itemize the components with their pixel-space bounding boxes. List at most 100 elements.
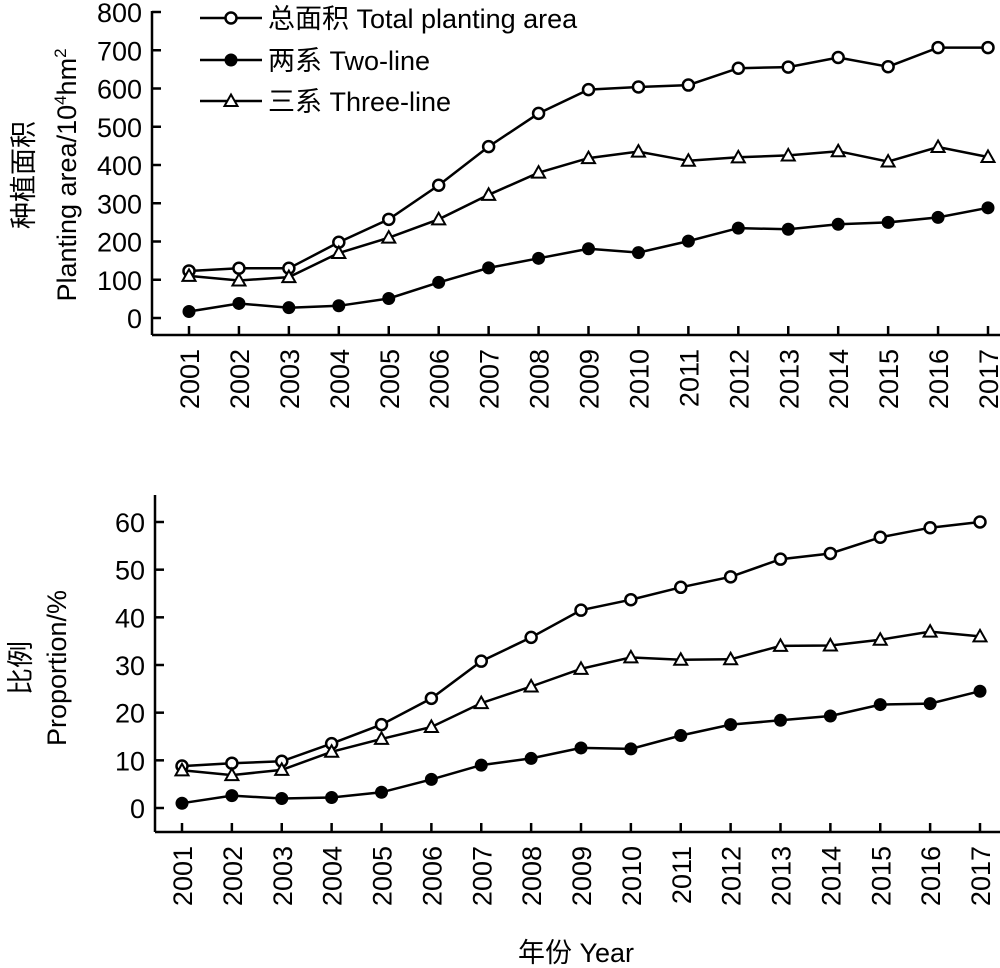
y-axis-title-zh: 比例 [6,641,36,695]
data-point-three-line [580,149,597,165]
x-tick-label: 2013 [774,349,804,409]
x-tick-label: 2010 [624,349,654,409]
x-tick-label: 2007 [467,846,497,906]
chart-planting-area: 0 100 200 300 400 500 600 700 800 2001 2002 2003 20… [9,0,1000,409]
data-point-total [981,40,995,55]
legend-marker-total [224,11,238,25]
data-point-three-line [373,730,390,745]
data-point-three-line [622,648,640,664]
x-tick-label: 2005 [375,349,405,409]
data-point-three-line [280,268,298,284]
data-point-three-line [230,271,248,287]
y-tick-label: 300 [97,189,142,219]
data-point-total [931,40,945,55]
data-point-three-line [929,138,947,154]
data-point-three-line [180,267,198,282]
data-point-total [681,78,696,92]
y-axis-title-zh: 种植面积 [9,121,39,229]
data-point-total [923,520,937,535]
series-line-two-line [188,206,989,313]
data-point-total [731,61,746,75]
data-point-three-line [780,146,797,162]
data-point-two-line [881,215,895,229]
x-tick-label: 2013 [767,846,797,906]
x-tick-label: 2008 [517,846,547,906]
data-point-three-line [273,761,290,776]
x-tick-label: 2012 [717,846,747,906]
data-point-two-line [981,201,995,215]
data-point-two-line [831,217,845,231]
y-tick-label: 200 [97,228,142,258]
y-tick-label: 600 [97,75,142,105]
legend-entry-three-line: 三系 Three-line [200,87,451,117]
data-point-total [431,178,446,193]
y-axis-title-en: Proportion/% [42,590,72,746]
data-point-total [531,106,546,121]
data-point-two-line [823,709,837,723]
x-tick-label: 2016 [916,846,946,906]
data-point-total [524,630,538,645]
data-point-total [823,546,838,561]
x-tick-label: 2016 [924,349,954,409]
data-point-three-line [480,186,497,201]
x-tick-label: 2001 [168,846,198,906]
x-tick-label: 2014 [816,846,846,906]
legend-entry-two-line: 两系 Two-line [200,46,430,76]
x-tick-label: 2002 [218,846,248,906]
x-tick-label: 2005 [368,846,398,906]
data-point-three-line [323,743,340,758]
data-point-total [881,59,895,74]
data-point-two-line [474,758,488,772]
x-tick-label: 2004 [318,846,348,906]
data-point-three-line [672,651,689,666]
data-point-two-line [332,299,346,313]
data-point-three-line [173,761,191,777]
x-tick-label: 2004 [325,349,355,409]
data-point-two-line [574,741,588,755]
x-tick-label: 2010 [617,846,647,906]
x-tick-label: 2009 [575,349,605,409]
y-axis-title-en: Planting area/104hm2 [51,48,82,301]
data-point-total [624,592,638,607]
legend-marker-three-line [222,92,240,107]
x-tick-label: 2009 [567,846,597,906]
x-tick-label: 2017 [966,846,996,906]
data-point-three-line [430,210,447,226]
legend-label-two-line: 两系 Two-line [268,46,430,76]
data-point-two-line [731,221,745,235]
data-point-three-line [572,660,590,675]
data-point-two-line [973,684,987,698]
data-point-three-line [473,694,490,710]
y-tick-label: 400 [97,151,142,181]
data-point-two-line [923,697,937,711]
series-line-total [181,520,981,768]
data-point-three-line [829,142,847,158]
data-point-three-line [630,143,647,158]
data-point-two-line [232,296,246,310]
chart-proportion: 0 10 20 30 40 50 60 2001 2002 2003 2004 2005 2006 20… [6,495,1000,968]
data-point-total [481,139,496,154]
y-tick-label: 30 [115,651,145,681]
x-tick-label: 2001 [175,349,205,409]
data-point-two-line [724,718,738,732]
y-tick-label: 20 [115,699,145,729]
data-point-two-line [781,222,795,236]
data-point-three-line [423,718,440,733]
data-point-total [424,691,439,706]
y-tick-label: 100 [97,266,142,296]
data-point-total [973,515,987,529]
data-point-total [773,552,788,566]
y-tick-label: 0 [130,794,145,824]
x-tick-label: 2007 [475,349,505,409]
data-point-total [574,603,588,617]
x-axis-title: 年份 Year [518,938,634,968]
data-point-three-line [680,152,697,167]
data-point-two-line [532,251,546,265]
legend: 总面积 Total planting area 两系 Two-line 三系 T… [200,4,578,117]
data-point-two-line [631,246,645,260]
data-point-three-line [330,244,348,259]
x-tick-label: 2012 [724,349,754,409]
y-tick-label: 50 [115,556,145,586]
legend-marker-two-line [224,53,238,67]
data-point-total [781,60,795,74]
